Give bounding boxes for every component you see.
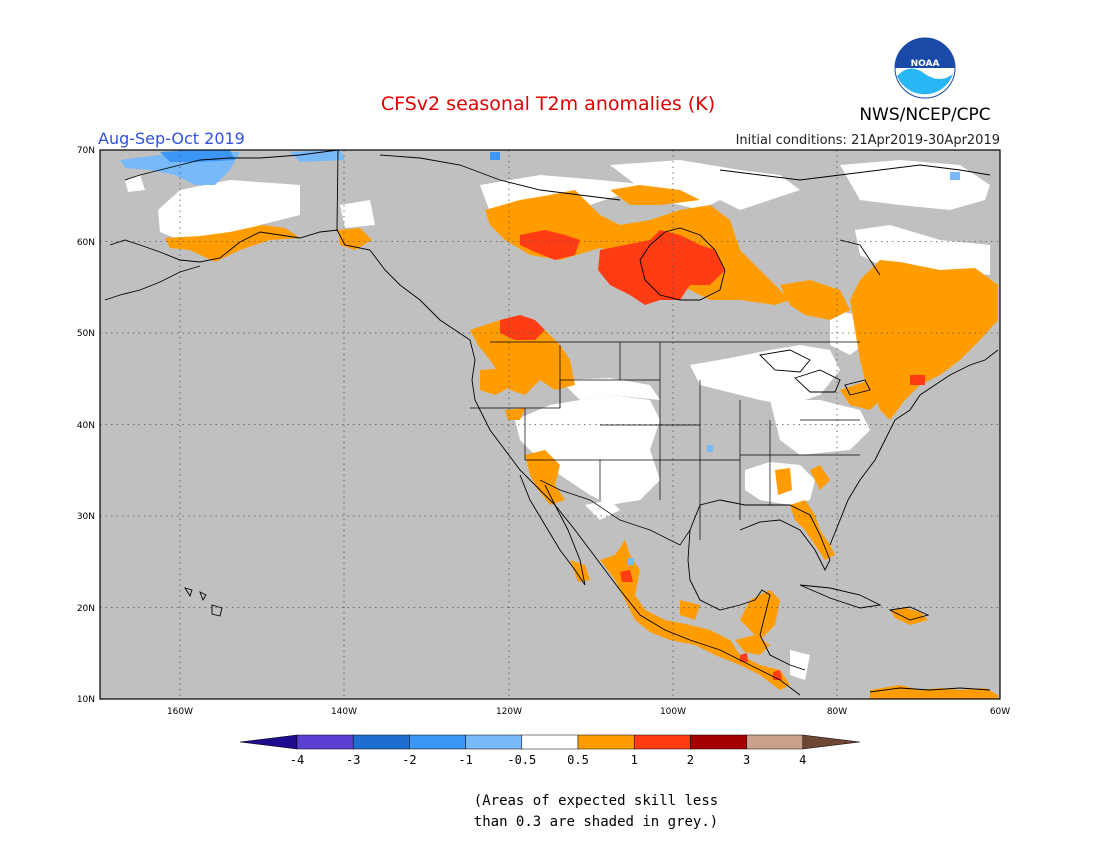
- colorbar-tick-label: 3: [743, 753, 750, 767]
- longitude-labels: 160W 140W 120W 100W 80W 60W: [167, 707, 1010, 717]
- graticule: [100, 150, 1000, 699]
- lat-label: 60N: [77, 238, 95, 248]
- borders: [470, 341, 860, 546]
- strong-warm-anomaly-regions: [500, 230, 925, 680]
- map-frame: [99, 149, 1001, 700]
- footnote-line-1: (Areas of expected skill less: [474, 793, 718, 809]
- lon-label: 160W: [167, 707, 193, 717]
- coastlines: [104, 150, 999, 696]
- lat-label: 40N: [77, 421, 95, 431]
- lat-label: 30N: [77, 512, 95, 522]
- initial-conditions: Initial conditions: 21Apr2019-30Apr2019: [736, 133, 1000, 148]
- colorbar-tick-label: -3: [346, 753, 360, 767]
- colorbar-tick-label: 2: [687, 753, 694, 767]
- noaa-logo: NOAA: [894, 37, 956, 99]
- agency-label: NWS/NCEP/CPC: [859, 105, 990, 125]
- colorbar-tick-label: 0.5: [567, 753, 589, 767]
- colorbar-left-arrow: [239, 734, 298, 750]
- colorbar-right-arrow: [802, 734, 860, 750]
- colorbar-tick-label: -1: [458, 753, 472, 767]
- lat-label: 10N: [77, 695, 95, 705]
- colorbar-tick-label: -0.5: [507, 753, 536, 767]
- map-area: [100, 150, 1000, 699]
- colorbar-box: [352, 734, 410, 750]
- colorbar-box: [690, 734, 747, 750]
- lon-label: 80W: [827, 707, 847, 717]
- map-title: CFSv2 seasonal T2m anomalies (K): [381, 93, 715, 115]
- colorbar-box: [521, 734, 579, 750]
- colorbar-box: [633, 734, 691, 750]
- lat-label: 50N: [77, 329, 95, 339]
- colorbar-tick-label: 1: [631, 753, 638, 767]
- latitude-labels: 70N 60N 50N 40N 30N 20N 10N: [77, 146, 95, 705]
- colorbar-box: [296, 734, 354, 750]
- footnote-line-2: than 0.3 are shaded in grey.): [474, 814, 718, 830]
- colorbar-box: [409, 734, 466, 750]
- lat-label: 70N: [77, 146, 95, 156]
- colorbar-tick-label: -2: [402, 753, 416, 767]
- colorbar-box: [465, 734, 523, 750]
- colorbar: -4 -3 -2 -1 -0.5 0.5 1 2 3 4: [239, 734, 860, 767]
- lon-label: 120W: [496, 707, 522, 717]
- colorbar-box: [577, 734, 635, 750]
- colorbar-box: [746, 734, 804, 750]
- lon-label: 140W: [331, 707, 357, 717]
- lat-label: 20N: [77, 604, 95, 614]
- colorbar-tick-label: 4: [799, 753, 806, 767]
- lon-label: 100W: [660, 707, 686, 717]
- lon-label: 60W: [990, 707, 1010, 717]
- period-label: Aug-Sep-Oct 2019: [98, 129, 245, 148]
- noaa-logo-text: NOAA: [911, 59, 940, 69]
- colorbar-tick-label: -4: [290, 753, 304, 767]
